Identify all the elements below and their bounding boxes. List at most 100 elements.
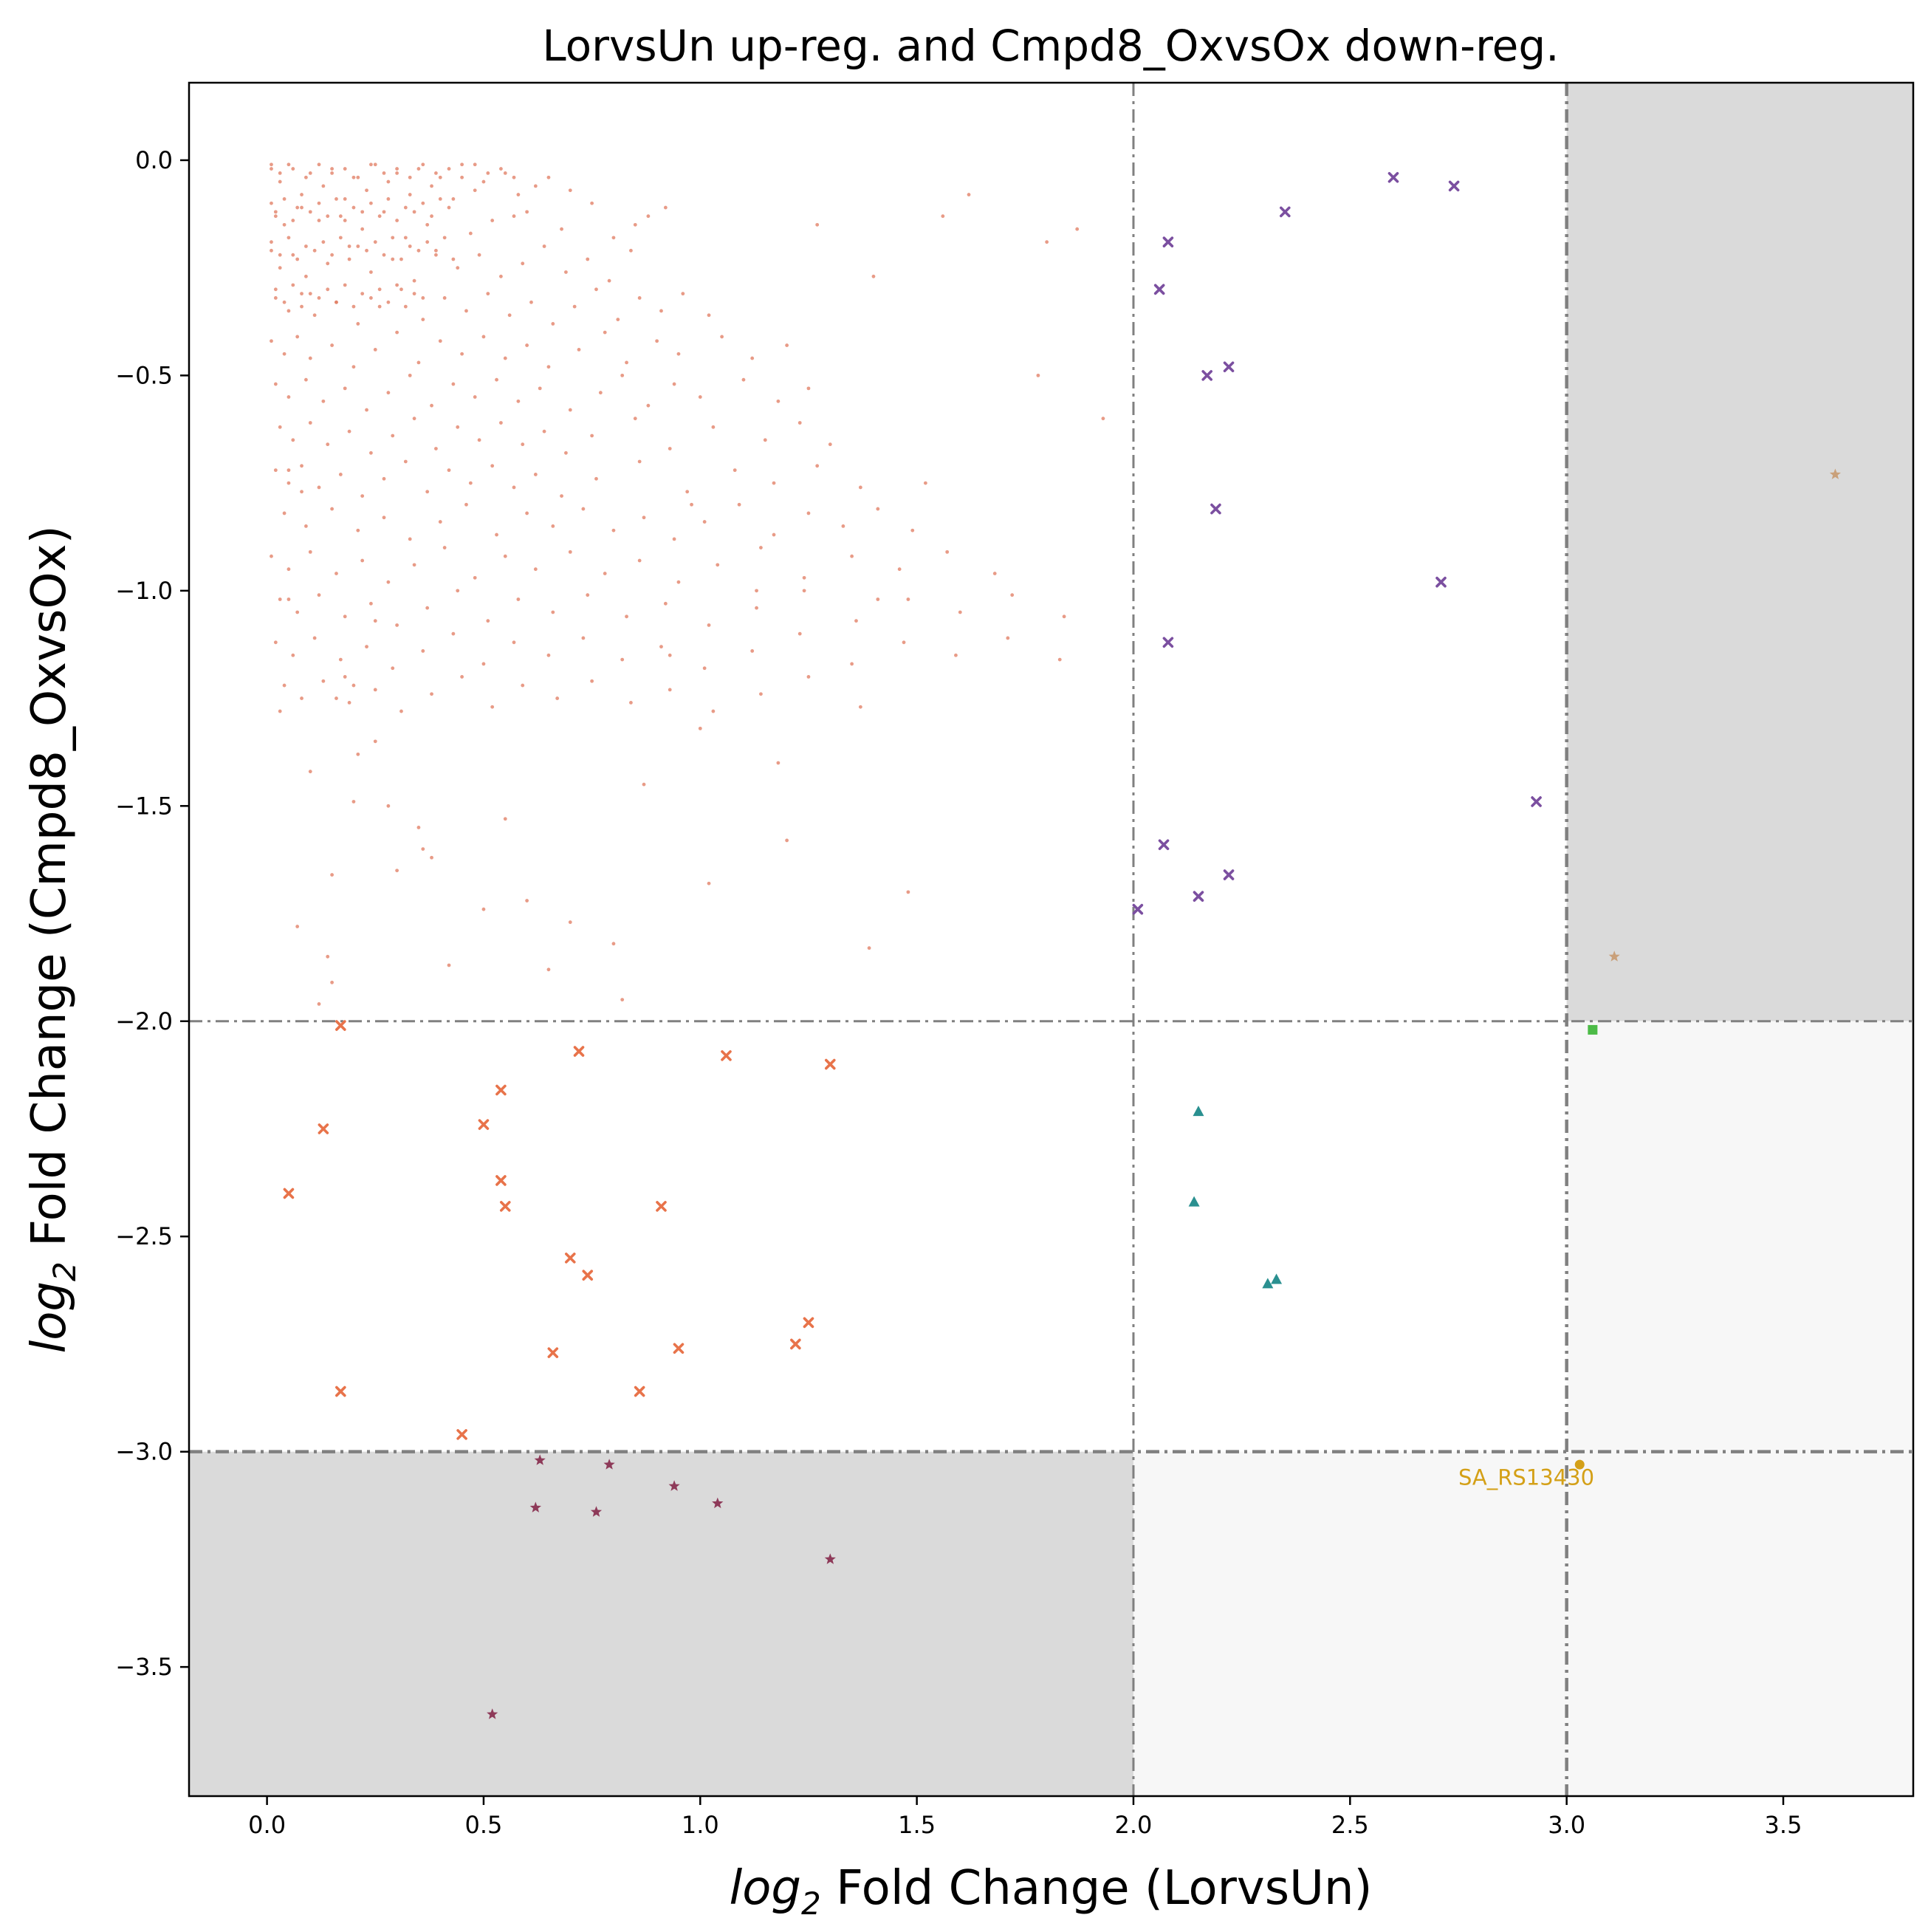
data-point: [330, 171, 335, 175]
data-point: [421, 296, 425, 300]
data-point: [365, 188, 368, 193]
data-point: [347, 244, 351, 248]
y-axis-label: log2 Fold Change (Cmpd8_OxvsOx): [22, 525, 83, 1353]
data-point: [555, 696, 560, 700]
data-point: [308, 171, 312, 175]
data-point: [707, 881, 711, 886]
data-point: [438, 339, 442, 343]
data-point: [464, 502, 468, 507]
data-point-star: [603, 1459, 615, 1470]
data-point: [702, 666, 707, 671]
data-point: [278, 425, 282, 429]
data-point: [659, 309, 663, 313]
data-point: [403, 304, 408, 309]
data-point: [438, 520, 442, 524]
data-point: [581, 507, 586, 511]
data-point: [690, 502, 693, 507]
data-point: [992, 572, 997, 575]
data-point: [391, 666, 395, 671]
data-point: [425, 490, 430, 494]
data-point: [369, 270, 373, 274]
data-point: [1062, 614, 1066, 619]
data-point: [356, 244, 360, 248]
data-point: [672, 537, 676, 541]
data-point: [416, 826, 421, 829]
data-point: [438, 196, 442, 201]
data-point: [733, 468, 737, 473]
data-point: [521, 442, 525, 447]
data-point: [351, 800, 356, 804]
data-point: [416, 360, 421, 365]
data-point: [546, 175, 551, 179]
data-point: [421, 649, 425, 653]
data-point: [581, 636, 586, 640]
data-point: [538, 386, 542, 391]
data-point: [360, 227, 365, 231]
data-point: [776, 761, 781, 765]
data-point: [456, 589, 460, 593]
data-point: [637, 459, 642, 464]
data-point: [460, 162, 464, 167]
data-point: [468, 481, 473, 485]
data-point: [330, 253, 335, 257]
data-point-x: [1132, 903, 1144, 915]
data-point: [360, 558, 365, 563]
data-point: [321, 184, 326, 188]
data-point: [776, 399, 781, 403]
data-point: [460, 175, 464, 179]
data-point: [797, 631, 802, 636]
data-point: [460, 675, 464, 679]
data-point: [560, 494, 563, 498]
data-point: [468, 231, 473, 236]
data-point: [300, 292, 303, 296]
data-point: [295, 610, 300, 614]
data-point: [546, 967, 551, 972]
y-tick-label: −1.5: [115, 792, 173, 820]
data-point: [551, 524, 555, 528]
data-point: [620, 998, 625, 1002]
data-point-x: [318, 1123, 329, 1134]
data-point: [473, 395, 477, 399]
data-point: [503, 171, 507, 175]
data-point: [335, 572, 338, 575]
data-point: [377, 214, 382, 219]
data-point: [646, 214, 651, 219]
data-point: [785, 838, 789, 843]
data-point: [338, 214, 343, 219]
data-point: [486, 292, 490, 296]
data-point: [403, 205, 408, 210]
data-point-star: [590, 1506, 603, 1517]
data-point: [802, 589, 806, 593]
data-point: [858, 485, 862, 490]
data-point: [373, 688, 377, 692]
data-point: [945, 549, 950, 554]
data-point: [633, 222, 637, 227]
data-point: [317, 219, 321, 222]
data-point-x: [456, 1429, 467, 1440]
data-point: [512, 640, 516, 645]
data-point: [633, 417, 637, 421]
shaded-region-3: [1133, 1451, 1913, 1796]
data-point: [308, 356, 312, 360]
data-point: [481, 335, 486, 339]
y-tick-label: −2.0: [115, 1007, 173, 1035]
data-point: [447, 468, 451, 473]
x-tick-label: 2.5: [1331, 1811, 1369, 1839]
data-point: [317, 201, 321, 205]
data-point-x: [656, 1201, 667, 1212]
x-tick-label: 3.0: [1548, 1811, 1585, 1839]
data-point: [906, 890, 910, 894]
data-point: [486, 171, 490, 175]
data-point: [273, 210, 278, 214]
data-point: [772, 532, 776, 537]
data-point: [629, 700, 633, 705]
data-point: [343, 283, 347, 287]
data-point: [278, 253, 282, 257]
y-axis-label-log: log: [22, 1281, 77, 1354]
data-point: [287, 309, 291, 313]
data-point: [473, 162, 477, 167]
data-point: [270, 201, 273, 205]
data-point-triangle: [1262, 1278, 1274, 1289]
data-point: [391, 257, 395, 261]
